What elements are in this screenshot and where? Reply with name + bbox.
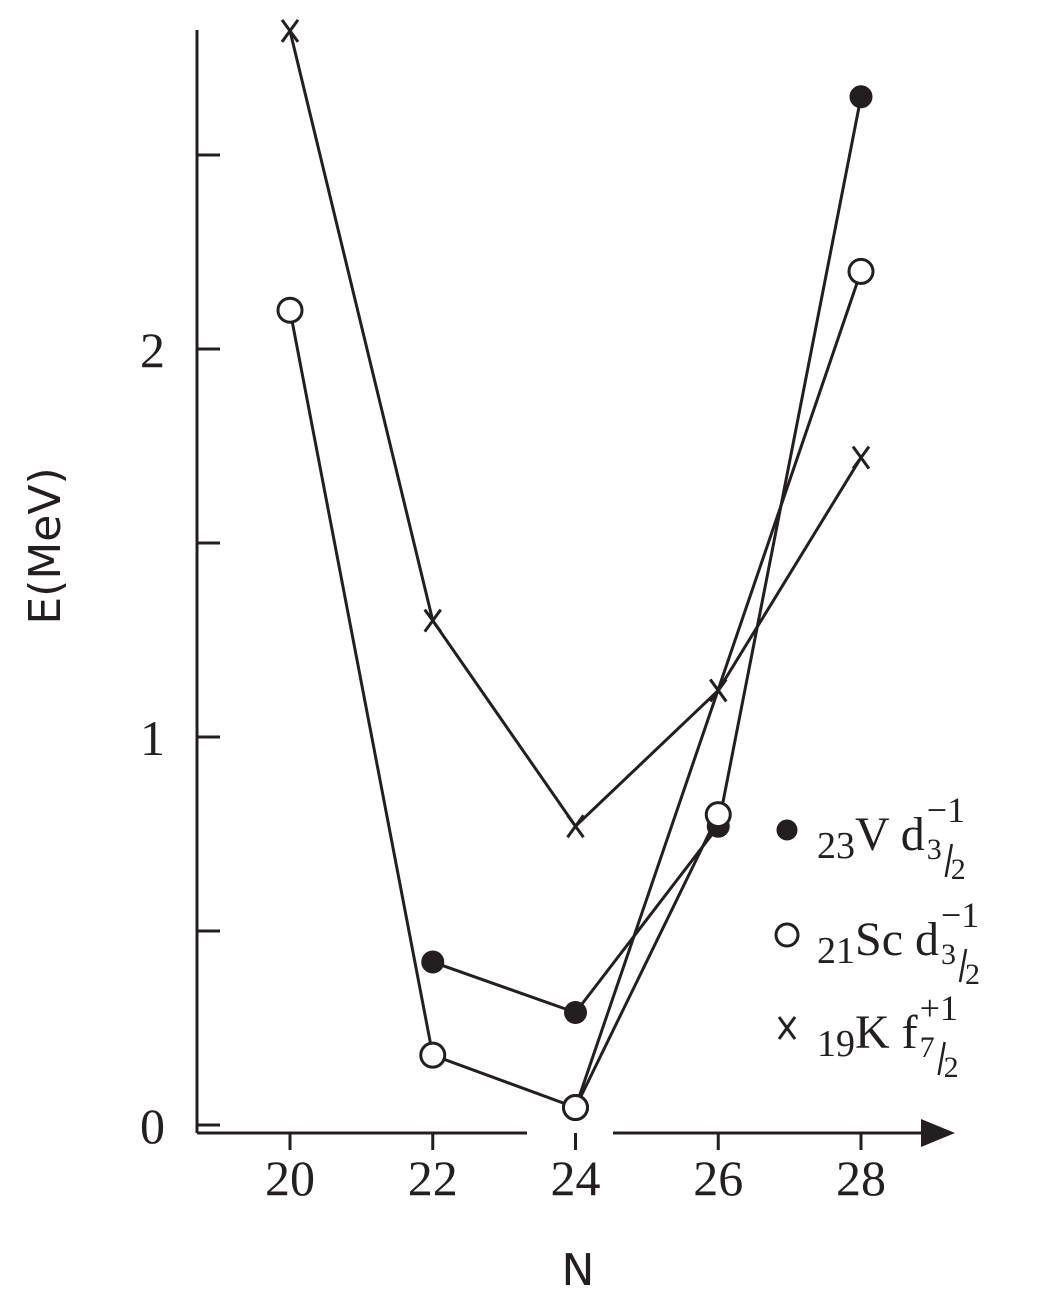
y-axis-label: E(MeV): [20, 467, 71, 624]
data-point-k: [709, 678, 728, 703]
legend-marker-k: [777, 1016, 797, 1040]
y-tick-label: 0: [140, 1098, 165, 1154]
legend-label-v: 23V d: [817, 808, 925, 867]
legend-label-sc: 21Sc d: [817, 913, 939, 972]
legend-main: K f: [855, 1006, 918, 1059]
x-axis-label: N: [562, 1245, 595, 1296]
y-tick-label: 1: [140, 710, 165, 766]
x-tick-label: 24: [551, 1150, 601, 1206]
legend-subscript: 21: [817, 930, 855, 972]
x-tick-label: 22: [408, 1150, 458, 1206]
legend-fraction-slash: [937, 1041, 946, 1076]
data-point-sc_b: [847, 257, 875, 285]
series-line-k: [288, 30, 863, 829]
y-tick-label: 2: [140, 322, 165, 378]
x-tick-label: 28: [836, 1150, 886, 1206]
legend-subscript: 23: [817, 825, 855, 867]
legend-fraction-slash: [944, 843, 954, 878]
data-point-v: [564, 1000, 587, 1024]
legend-main: V d: [855, 808, 925, 861]
legend-marker-v: [776, 819, 798, 841]
series-line-sc: [288, 309, 720, 1110]
legend-label-k: 19K f: [817, 1006, 918, 1065]
data-point-sc_b: [562, 1094, 589, 1122]
axes: [195, 30, 955, 1147]
data-point-k: [566, 814, 585, 839]
legend-fraction-slash: [958, 948, 968, 983]
legend-main: Sc d: [855, 913, 939, 966]
legend-fraction-denominator: 2: [951, 853, 966, 886]
ticks: [197, 153, 863, 1150]
x-axis-arrow: [921, 1119, 955, 1147]
data-point-k: [851, 445, 871, 470]
tick-labels: 20 22 24 26 28 0 1 2: [140, 322, 886, 1206]
legend-superscript: −1: [927, 790, 965, 830]
series-line-v: [432, 96, 863, 1015]
data-point-sc: [276, 296, 304, 324]
legend-fraction-denominator: 2: [965, 958, 980, 991]
data-point-k: [423, 608, 442, 633]
legend-superscript: +1: [920, 988, 958, 1028]
data-point-v: [421, 950, 445, 974]
data-point-k: [280, 18, 300, 43]
data-point-sc: [419, 1041, 447, 1069]
data-point-sc: [704, 801, 732, 829]
legend-marker-sc: [774, 922, 800, 948]
x-tick-label: 26: [693, 1150, 743, 1206]
legend-subscript: 19: [817, 1023, 855, 1065]
legend-superscript: −1: [941, 895, 979, 935]
legend-fraction-numerator: 7: [920, 1031, 935, 1064]
legend-fraction-numerator: 3: [927, 833, 942, 866]
legend-fraction-numerator: 3: [941, 938, 956, 971]
markers: [276, 18, 875, 1122]
x-tick-label: 20: [265, 1150, 315, 1206]
data-point-v: [849, 85, 873, 109]
series-lines: [288, 30, 863, 1110]
legend-fraction-denominator: 2: [944, 1051, 959, 1084]
